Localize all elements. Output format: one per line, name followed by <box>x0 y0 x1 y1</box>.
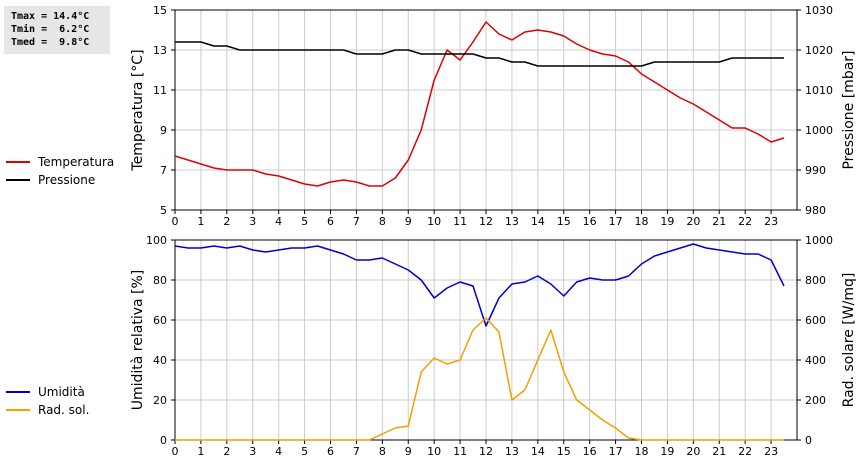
x-tick-label: 22 <box>738 215 752 228</box>
x-tick-label: 12 <box>479 215 493 228</box>
x-tick-label: 10 <box>427 445 441 458</box>
series-line-umidit- <box>174 243 785 327</box>
x-tick-label: 0 <box>172 445 179 458</box>
y-right-tick-label: 980 <box>805 204 826 217</box>
x-tick-label: 23 <box>764 215 778 228</box>
y-left-axis-label: Temperatura [°C] <box>130 49 146 171</box>
y-left-tick-label: 60 <box>153 314 167 327</box>
x-tick-label: 14 <box>531 445 545 458</box>
x-tick-label: 12 <box>479 445 493 458</box>
y-right-axis-label: Rad. solare [W/mq] <box>841 273 857 408</box>
legend-label: Temperatura <box>37 155 114 169</box>
x-tick-label: 7 <box>353 215 360 228</box>
y-left-tick-label: 0 <box>160 434 167 447</box>
y-right-tick-label: 600 <box>805 314 826 327</box>
y-right-tick-label: 1030 <box>805 4 833 17</box>
y-left-tick-label: 11 <box>153 84 167 97</box>
x-tick-label: 20 <box>686 445 700 458</box>
y-right-tick-label: 800 <box>805 274 826 287</box>
y-left-tick-label: 15 <box>153 4 167 17</box>
y-left-tick-label: 100 <box>146 234 167 247</box>
x-tick-label: 1 <box>197 445 204 458</box>
x-tick-label: 19 <box>660 215 674 228</box>
legend-label: Rad. sol. <box>38 403 89 417</box>
y-left-tick-label: 5 <box>160 204 167 217</box>
y-right-tick-label: 1010 <box>805 84 833 97</box>
y-right-tick-label: 1000 <box>805 124 833 137</box>
y-left-tick-label: 13 <box>153 44 167 57</box>
x-tick-label: 5 <box>301 215 308 228</box>
chart-temperature-pressure: 0 1 2 3 4 5 6 7 8 9 10 11 12 13 14 15 16 17 18 19 20 21 22 2357… <box>130 4 857 228</box>
y-left-tick-label: 7 <box>160 164 167 177</box>
legend-label: Umidità <box>38 385 85 399</box>
y-left-tick-label: 40 <box>153 354 167 367</box>
x-tick-label: 16 <box>583 215 597 228</box>
stat-tmin: Tmin = 6.2°C <box>11 24 90 35</box>
y-right-axis-label: Pressione [mbar] <box>841 50 857 169</box>
chart-humidity-radiation: 0 1 2 3 4 5 6 7 8 9 10 11 12 13 14 15 16 17 18 19 20 21 22 2302… <box>130 234 857 458</box>
y-left-tick-label: 9 <box>160 124 167 137</box>
x-tick-label: 6 <box>327 445 334 458</box>
x-tick-label: 22 <box>738 445 752 458</box>
y-right-tick-label: 1000 <box>805 234 833 247</box>
x-tick-label: 3 <box>249 215 256 228</box>
x-tick-label: 18 <box>635 215 649 228</box>
x-tick-label: 6 <box>327 215 334 228</box>
stat-tmax: Tmax = 14.4°C <box>11 11 90 22</box>
x-tick-label: 18 <box>635 445 649 458</box>
x-tick-label: 21 <box>712 445 726 458</box>
legend-label: Pressione <box>38 173 95 187</box>
x-tick-label: 16 <box>583 445 597 458</box>
x-tick-label: 4 <box>275 445 282 458</box>
x-tick-label: 9 <box>405 445 412 458</box>
x-tick-label: 10 <box>427 215 441 228</box>
y-left-tick-label: 80 <box>153 274 167 287</box>
y-right-tick-label: 0 <box>805 434 812 447</box>
y-right-tick-label: 200 <box>805 394 826 407</box>
series-line-pressione <box>175 41 784 67</box>
x-tick-label: 14 <box>531 215 545 228</box>
x-tick-label: 11 <box>453 445 467 458</box>
x-tick-label: 13 <box>505 215 519 228</box>
x-tick-label: 8 <box>379 215 386 228</box>
y-left-axis-label: Umidità relativa [%] <box>130 270 146 411</box>
y-right-tick-label: 990 <box>805 164 826 177</box>
series-line-rad-sol- <box>175 317 784 441</box>
x-tick-label: 4 <box>275 215 282 228</box>
x-tick-label: 9 <box>405 215 412 228</box>
x-tick-label: 8 <box>379 445 386 458</box>
x-tick-label: 7 <box>353 445 360 458</box>
x-tick-label: 15 <box>557 445 571 458</box>
series-line-temperatura <box>174 21 785 187</box>
x-tick-label: 19 <box>660 445 674 458</box>
y-right-tick-label: 1020 <box>805 44 833 57</box>
x-tick-label: 0 <box>172 215 179 228</box>
legend-top: Temperatura Pressione <box>6 155 114 187</box>
x-tick-label: 1 <box>197 215 204 228</box>
x-tick-label: 20 <box>686 215 700 228</box>
y-right-tick-label: 400 <box>805 354 826 367</box>
x-tick-label: 13 <box>505 445 519 458</box>
x-tick-label: 2 <box>223 215 230 228</box>
x-tick-label: 11 <box>453 215 467 228</box>
x-tick-label: 5 <box>301 445 308 458</box>
stats-box: Tmax = 14.4°C Tmin = 6.2°C Tmed = 9.8°C <box>4 6 110 54</box>
x-tick-label: 3 <box>249 445 256 458</box>
x-tick-label: 2 <box>223 445 230 458</box>
y-left-tick-label: 20 <box>153 394 167 407</box>
x-tick-label: 21 <box>712 215 726 228</box>
x-tick-label: 15 <box>557 215 571 228</box>
x-tick-label: 17 <box>609 445 623 458</box>
stat-tmed: Tmed = 9.8°C <box>11 37 90 48</box>
x-tick-label: 17 <box>609 215 623 228</box>
legend-bottom: Umidità Rad. sol. <box>6 385 89 417</box>
x-tick-label: 23 <box>764 445 778 458</box>
